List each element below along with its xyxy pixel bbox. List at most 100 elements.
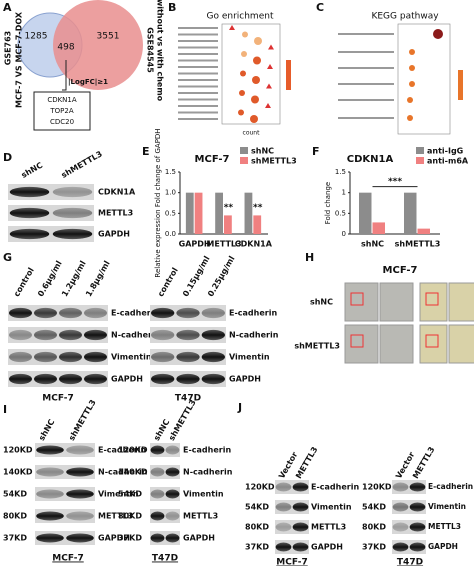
term-dot — [242, 31, 248, 38]
blot-band — [392, 542, 409, 552]
term-label — [178, 79, 218, 81]
blot-band — [292, 502, 309, 512]
blot-band — [409, 522, 426, 532]
legend-scale — [286, 60, 291, 90]
term-label — [178, 59, 218, 62]
label: 54KD — [3, 490, 27, 499]
panel-letter: C — [316, 1, 324, 14]
label: N-cadherin — [98, 468, 148, 477]
label: 1.8μg/ml — [84, 259, 112, 298]
bar — [253, 215, 262, 234]
blot-band — [165, 511, 180, 521]
blot-band — [36, 445, 64, 455]
blot-band — [275, 522, 292, 532]
zoom-box — [350, 334, 364, 348]
blot-band — [201, 373, 225, 385]
blot-band — [201, 351, 225, 363]
label: GAPDH — [311, 543, 343, 552]
term-dot — [268, 44, 274, 50]
panel-letter: H — [305, 251, 314, 264]
term-dot — [409, 81, 415, 87]
connector — [62, 60, 67, 91]
term-label — [178, 46, 218, 49]
blot-band — [66, 445, 94, 455]
blot-band — [59, 329, 82, 341]
blot-band — [9, 307, 32, 319]
term-label — [178, 92, 218, 94]
legend-swatch — [416, 147, 424, 154]
blot-band — [409, 502, 426, 512]
blot-band — [165, 467, 180, 477]
label: GAPDH — [98, 230, 130, 239]
blot-band — [9, 351, 32, 363]
bar — [194, 192, 203, 234]
y-tick-label: 0 — [342, 230, 346, 238]
x-tick-label: shMETTL3 — [395, 240, 441, 249]
label: METTL3 — [428, 522, 461, 531]
term-label — [178, 53, 218, 55]
label: METTL3 — [294, 445, 319, 480]
legend-swatch — [240, 157, 248, 164]
label: 54KD — [362, 503, 386, 512]
blot-band — [151, 351, 175, 363]
bar — [224, 215, 232, 234]
x-tick-label: METTL3 — [206, 240, 241, 249]
label: 37KD — [118, 534, 142, 543]
zoom-box — [425, 292, 439, 306]
blot-band — [292, 522, 309, 532]
blot-band — [392, 502, 409, 512]
blot-band — [150, 445, 165, 455]
legend-label: anti-IgG — [427, 147, 463, 156]
blot-band — [392, 482, 409, 492]
blot-band — [66, 489, 94, 499]
label: shMETTL3 — [294, 342, 340, 351]
micrograph — [419, 282, 448, 322]
term-dot — [240, 70, 246, 77]
label: 37KD — [362, 543, 386, 552]
label: Vimentin — [229, 353, 270, 362]
blot-band — [151, 329, 175, 341]
label: MCF-7 — [42, 394, 73, 404]
label: CDKN1A — [98, 188, 136, 197]
panel-letter: B — [168, 1, 176, 14]
blot-background — [8, 305, 108, 321]
term-label — [178, 66, 218, 68]
micrograph — [448, 324, 474, 364]
term-label — [338, 67, 394, 69]
label: GAPDH — [111, 375, 143, 384]
blot-background — [8, 371, 108, 387]
label: MCF-7 — [195, 154, 230, 165]
blot-band — [34, 351, 57, 363]
label: without vs with chemo — [156, 0, 165, 102]
term-dot — [254, 37, 262, 45]
blot-band — [275, 542, 292, 552]
blot-band — [201, 329, 225, 341]
label: Relative expression Fold change of GAPDH — [154, 128, 162, 277]
label: TOP2A — [49, 107, 73, 115]
micrograph — [344, 282, 379, 322]
bar — [215, 192, 223, 234]
label: 37KD — [245, 543, 269, 552]
significance: ** — [253, 203, 263, 213]
label: 80KD — [3, 512, 27, 521]
blot-band — [275, 482, 292, 492]
blot-band — [34, 329, 57, 341]
label: 120KD — [362, 483, 392, 492]
blot-band — [59, 307, 82, 319]
venn-right — [53, 0, 143, 90]
blot-band — [201, 307, 225, 319]
label: Go enrichment — [207, 12, 274, 22]
term-dot — [241, 51, 247, 57]
panel-letter: A — [3, 1, 12, 14]
term-label — [178, 40, 218, 42]
y-tick-label: 0.0 — [165, 230, 176, 238]
y-tick-label: 0.5 — [165, 209, 176, 217]
micrograph — [344, 324, 379, 364]
label: 0.25μg/ml — [206, 254, 237, 298]
blot-band — [9, 329, 32, 341]
label: N-cadherin — [229, 331, 279, 340]
term-dot — [239, 90, 245, 96]
blot-band — [151, 307, 175, 319]
label: 80KD — [362, 523, 386, 532]
